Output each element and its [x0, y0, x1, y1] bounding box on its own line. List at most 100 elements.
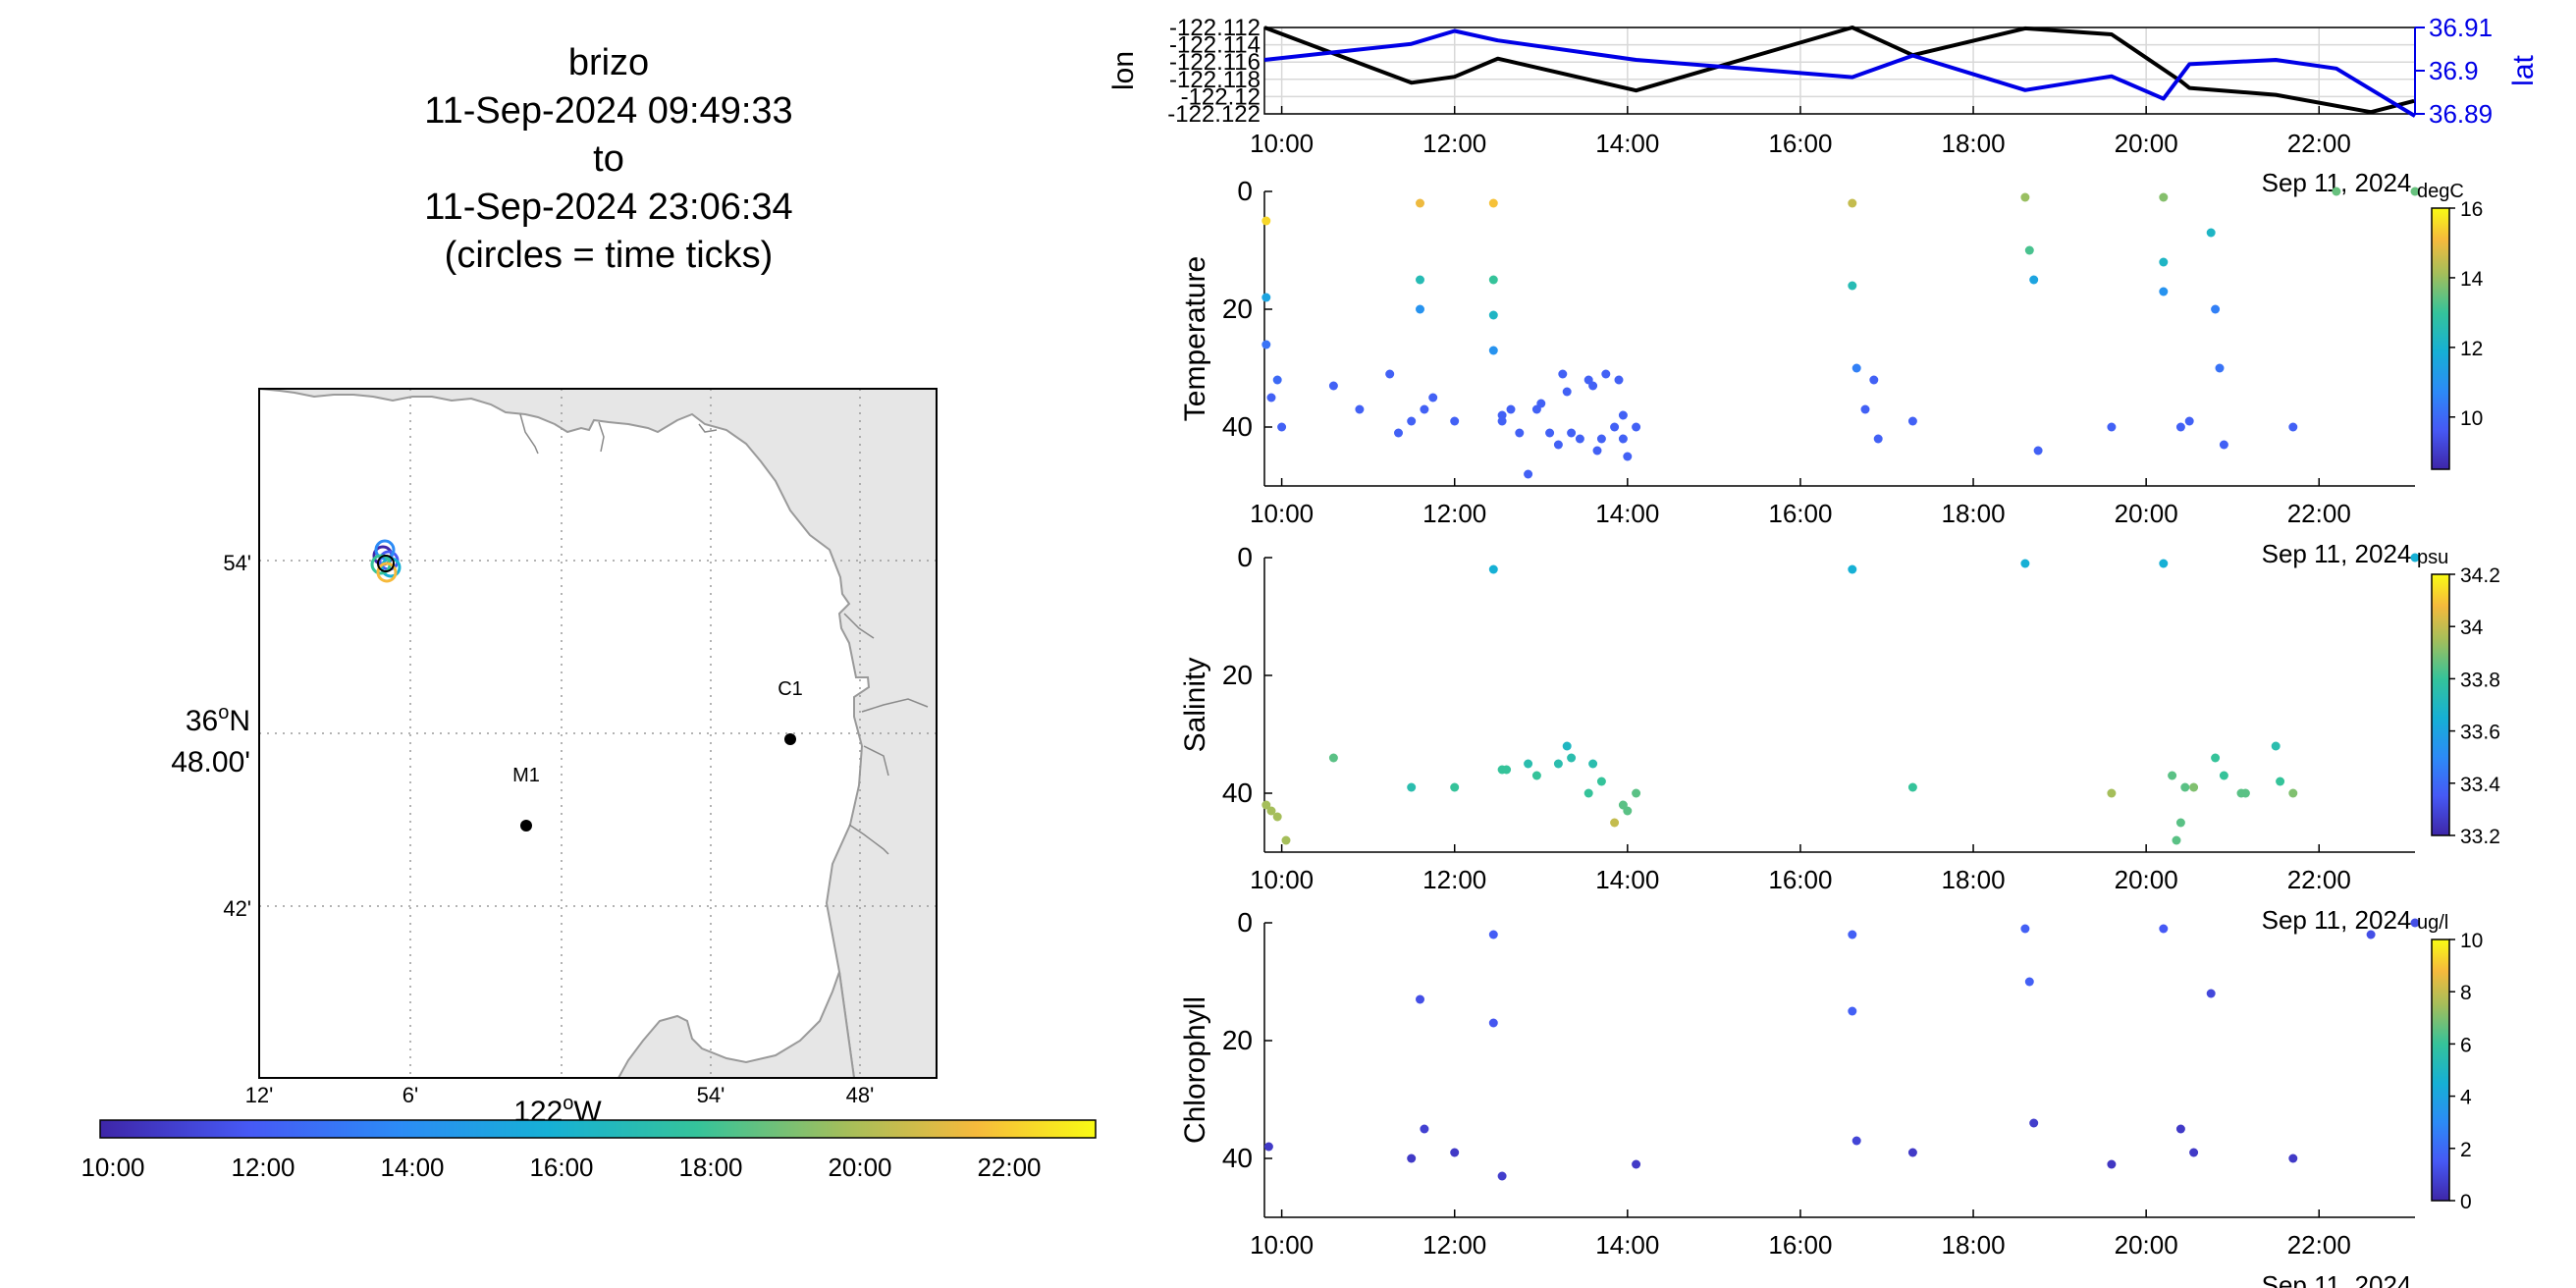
y-tick-label: 40 [1222, 1143, 1253, 1173]
colorbar-tick-label: 33.4 [2460, 774, 2500, 796]
lat-series-line [1263, 28, 2417, 118]
data-point [1488, 1018, 1498, 1028]
colorbar [2431, 939, 2450, 1202]
title-line-platform: brizo [567, 42, 650, 83]
data-point [2215, 363, 2225, 373]
data-point [1328, 753, 1338, 763]
data-point [1394, 428, 1403, 438]
x-tick-label: 10:00 [1250, 129, 1314, 158]
x-tick-label: 20:00 [2115, 865, 2178, 894]
timeseries-panels: -122.112-122.114-122.116-122.118-122.12-… [1107, 13, 2540, 1288]
data-point [2184, 416, 2194, 426]
lat-axis-label: lat [2507, 54, 2540, 85]
data-point [1852, 1136, 1861, 1146]
y-tick-label: 0 [1237, 176, 1253, 206]
time-colorbar [99, 1119, 1097, 1139]
data-point [1407, 782, 1417, 792]
data-point [1266, 393, 1276, 402]
data-point [2107, 422, 2117, 432]
station-m1-label: M1 [512, 765, 540, 786]
data-point [1588, 759, 1598, 769]
data-point [2020, 559, 2030, 568]
y-axis-label: Salinity [1179, 658, 1211, 753]
data-point [1848, 930, 1857, 939]
data-point [1596, 777, 1606, 786]
data-point [1450, 782, 1460, 792]
lat-tick-label: 36.9 [2429, 56, 2479, 85]
data-point [1907, 1148, 1917, 1157]
map-lon-tick-54: 54' [697, 1083, 725, 1107]
data-point [1848, 1006, 1857, 1016]
figure-title: brizo 11-Sep-2024 09:49:33 to 11-Sep-202… [275, 39, 942, 280]
data-point [2159, 559, 2169, 568]
map-lon-tick-6: 6' [402, 1083, 418, 1107]
x-tick-label: 14:00 [1595, 865, 1659, 894]
time-colorbar-tick: 10:00 [80, 1153, 144, 1182]
data-point [1632, 788, 1641, 798]
data-point [1416, 304, 1424, 314]
data-point [1416, 198, 1424, 208]
data-point [2211, 753, 2221, 763]
data-point [1536, 399, 1546, 408]
lon-axis-label: lon [1107, 51, 1140, 90]
data-point [1592, 446, 1602, 456]
x-date-label: Sep 11, 2024 [2262, 1270, 2412, 1288]
station-m1-marker [520, 820, 532, 832]
data-point [2159, 192, 2169, 202]
data-point [2410, 187, 2420, 196]
data-point [2206, 989, 2216, 998]
x-tick-label: 14:00 [1595, 1230, 1659, 1260]
data-point [1488, 564, 1498, 574]
data-point [2107, 788, 2117, 798]
y-axis-label: Temperature [1179, 256, 1211, 421]
data-point [1261, 216, 1271, 226]
data-point [1583, 788, 1593, 798]
data-point [2288, 1154, 2298, 1163]
map-frame [258, 388, 938, 1079]
x-date-label: Sep 11, 2024 [2262, 905, 2412, 935]
data-point [2219, 771, 2228, 780]
time-colorbar-tick: 16:00 [529, 1153, 593, 1182]
lon-tick-label: -122.118 [1169, 67, 1261, 93]
data-point [2271, 741, 2281, 751]
temperature-chart: 0 20 40 Temperature 10:00 12:00 14:00 16:00 18:0… [1179, 176, 2484, 568]
data-point [1450, 416, 1460, 426]
x-tick-label: 12:00 [1422, 865, 1486, 894]
map-lon-tick-12: 12' [245, 1083, 274, 1107]
title-line-to: to [593, 138, 624, 180]
x-tick-label: 18:00 [1942, 129, 2006, 158]
data-point [2024, 245, 2034, 255]
map-lat-center-minutes: 48.00' [171, 746, 250, 778]
data-point [1407, 416, 1417, 426]
x-tick-label: 10:00 [1250, 865, 1314, 894]
data-point [1515, 428, 1525, 438]
data-point [1488, 310, 1498, 320]
colorbar-tick-label: 16 [2460, 198, 2483, 221]
data-point [1524, 469, 1533, 479]
data-point [2172, 835, 2181, 845]
lon-tick-label: -122.12 [1181, 83, 1261, 110]
data-point [1488, 198, 1498, 208]
data-point [1907, 416, 1917, 426]
data-point [1860, 404, 1870, 414]
data-point [1558, 369, 1568, 379]
data-point [2159, 287, 2169, 296]
y-tick-label: 0 [1237, 907, 1253, 938]
data-point [1588, 381, 1598, 391]
data-point [1632, 1159, 1641, 1169]
data-point [1328, 381, 1338, 391]
data-point [1524, 759, 1533, 769]
data-point [2020, 192, 2030, 202]
x-tick-label: 22:00 [2287, 865, 2351, 894]
data-point [2276, 777, 2285, 786]
data-point [1488, 275, 1498, 285]
data-point [1873, 434, 1883, 444]
data-point [1420, 1124, 1429, 1134]
data-point [2180, 782, 2190, 792]
data-point [1623, 452, 1633, 461]
data-point [1497, 1171, 1507, 1181]
x-tick-label: 16:00 [1768, 1230, 1832, 1260]
lon-tick-label: -122.114 [1169, 32, 1261, 59]
colorbar-tick-label: 33.2 [2460, 826, 2500, 848]
data-point [1272, 812, 1282, 822]
